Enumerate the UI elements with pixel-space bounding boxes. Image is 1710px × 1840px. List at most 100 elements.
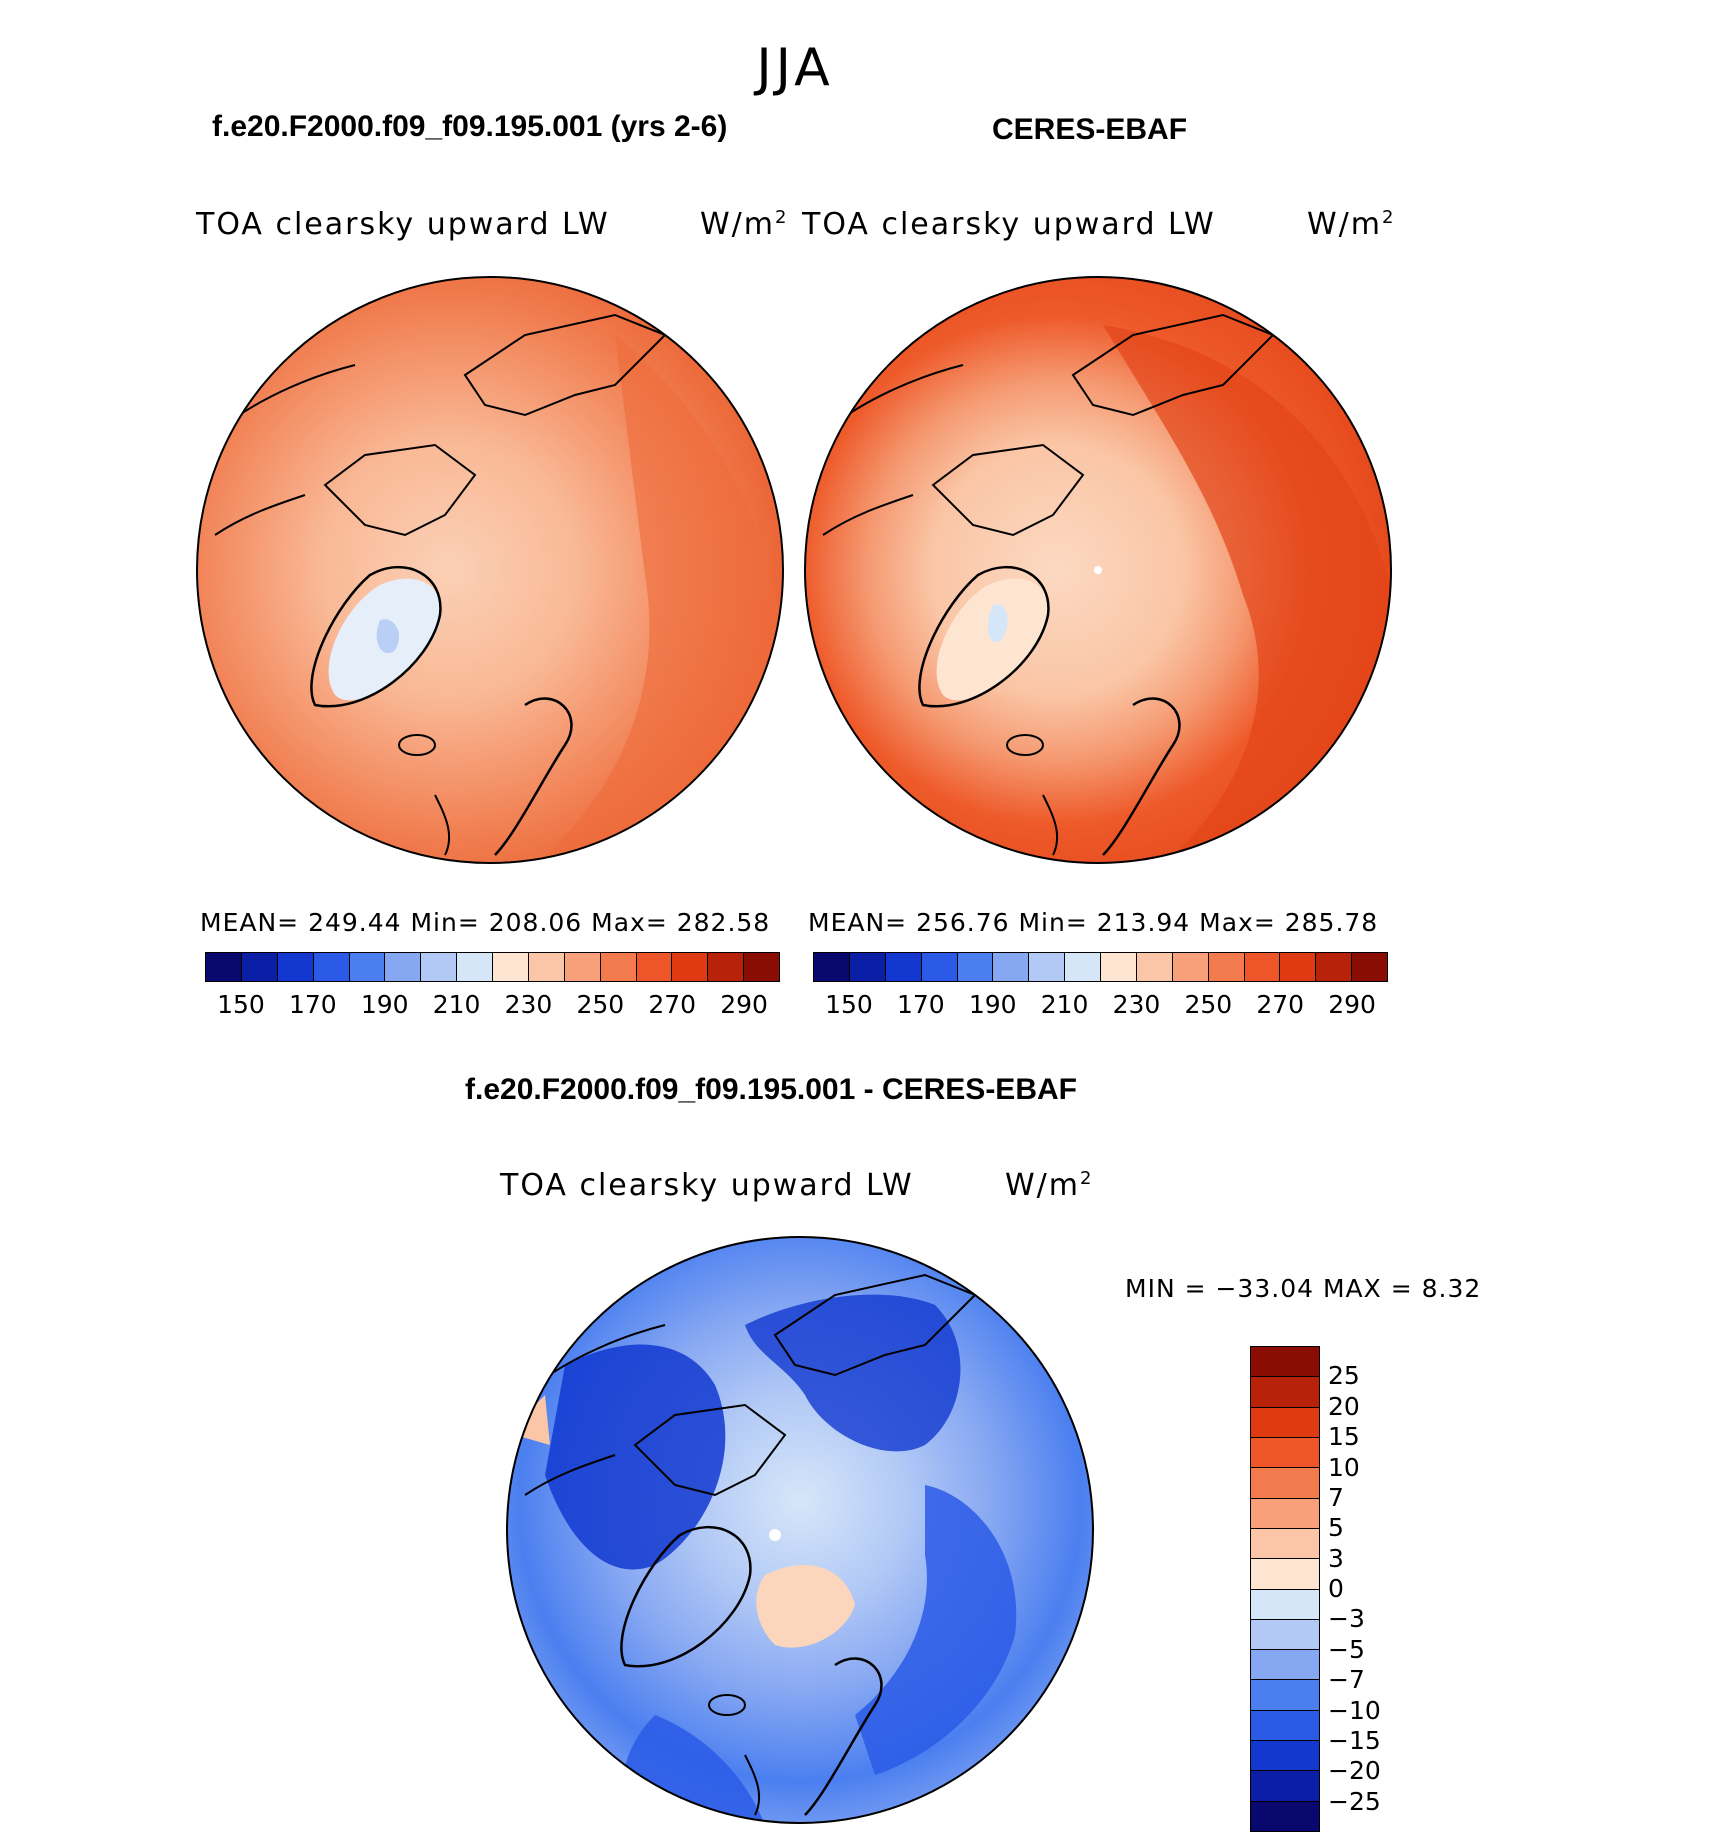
colorbar-tick-label: 270 <box>648 990 697 1019</box>
panel3-minmax: MIN = −33.04 MAX = 8.32 <box>1125 1274 1482 1303</box>
colorbar-swatch <box>1316 953 1353 981</box>
colorbar-swatch <box>1251 1559 1319 1590</box>
colorbar-swatch <box>1251 1741 1319 1772</box>
colorbar-swatch <box>493 953 529 981</box>
colorbar-tick-label: 290 <box>1328 990 1376 1019</box>
colorbar-swatch <box>993 953 1030 981</box>
panel1-colorbar-labels: 150 170 190 210 230 250 270 290 <box>205 990 780 1020</box>
panel2-coastline-scandinavia <box>1102 697 1181 856</box>
colorbar-tick-label: 0 <box>1328 1574 1344 1603</box>
colorbar-tick-label: 250 <box>1184 990 1233 1019</box>
panel3-units: W/m2 <box>1005 1168 1094 1203</box>
panel2-colorbar <box>813 952 1388 982</box>
panel3-coastline-scandinavia <box>804 1657 883 1816</box>
panel1-coastline-greenland <box>310 565 442 708</box>
colorbar-tick-label: 150 <box>217 990 265 1019</box>
colorbar-tick-label: 7 <box>1328 1482 1344 1512</box>
colorbar-tick-label: 15 <box>1328 1422 1360 1452</box>
panel2-case-title: CERES-EBAF <box>992 113 1188 146</box>
colorbar-swatch <box>1251 1377 1319 1408</box>
colorbar-swatch <box>1251 1589 1319 1620</box>
panel1-colorbar <box>205 952 780 982</box>
colorbar-tick-label: −20 <box>1328 1756 1381 1786</box>
colorbar-swatch <box>849 953 886 981</box>
colorbar-swatch <box>1251 1771 1319 1802</box>
colorbar-tick-label: 210 <box>1040 990 1089 1019</box>
panel3-colorbar-labels: 25 20 15 10 7 5 3 0 −3 −5 −7 −10 −15 −20 −25 <box>1328 1346 1408 1832</box>
colorbar-swatch <box>349 953 386 981</box>
colorbar-tick-label: −15 <box>1328 1725 1381 1755</box>
panel2-stats: MEAN= 256.76 Min= 213.94 Max= 285.78 <box>808 908 1379 937</box>
panel3-canada-negative <box>545 1344 726 1570</box>
colorbar-tick-label: 230 <box>504 990 553 1019</box>
panel3-coastline-canada <box>633 1403 787 1497</box>
panel3-positive-region <box>756 1565 855 1648</box>
colorbar-swatch <box>814 953 850 981</box>
colorbar-swatch <box>241 953 278 981</box>
panel3-case-title: f.e20.F2000.f09_f09.195.001 - CERES-EBAF <box>465 1073 1077 1106</box>
colorbar-swatch <box>1251 1528 1319 1560</box>
colorbar-swatch <box>600 953 637 981</box>
colorbar-swatch <box>921 953 958 981</box>
panel3-coastline-greenland <box>620 1525 752 1668</box>
panel2-coastline-siberia <box>1071 313 1275 417</box>
colorbar-swatch <box>1251 1650 1319 1681</box>
colorbar-swatch <box>1065 953 1101 981</box>
colorbar-swatch <box>1251 1468 1319 1499</box>
colorbar-swatch <box>636 953 673 981</box>
colorbar-swatch <box>564 953 601 981</box>
panel1-coastline-canada <box>323 443 477 537</box>
colorbar-tick-label: 270 <box>1256 990 1305 1019</box>
season-title: JJA <box>756 38 834 98</box>
colorbar-tick-label: 290 <box>720 990 768 1019</box>
panel1-units: W/m2 <box>700 207 789 242</box>
panel3-variable: TOA clearsky upward LW <box>500 1168 914 1203</box>
colorbar-swatch <box>1172 953 1209 981</box>
colorbar-tick-label: 20 <box>1328 1391 1360 1421</box>
colorbar-swatch <box>313 953 350 981</box>
panel3-coastline-siberia <box>773 1273 977 1377</box>
colorbar-tick-label: 210 <box>432 990 481 1019</box>
colorbar-swatch <box>1251 1498 1319 1529</box>
colorbar-tick-label: 25 <box>1328 1361 1360 1391</box>
colorbar-tick-label: 170 <box>288 990 337 1019</box>
colorbar-swatch <box>1280 953 1317 981</box>
colorbar-swatch <box>1251 1347 1319 1378</box>
panel1-case-title: f.e20.F2000.f09_f09.195.001 (yrs 2-6) <box>212 110 728 143</box>
colorbar-tick-label: 170 <box>896 990 945 1019</box>
colorbar-tick-label: 5 <box>1328 1513 1344 1543</box>
colorbar-swatch <box>957 953 994 981</box>
colorbar-swatch <box>206 953 242 981</box>
colorbar-swatch <box>672 953 709 981</box>
colorbar-swatch <box>385 953 422 981</box>
colorbar-swatch <box>457 953 493 981</box>
panel1-coastline-siberia <box>463 313 667 417</box>
colorbar-tick-label: 3 <box>1328 1543 1344 1573</box>
panel3-map <box>506 1236 1094 1824</box>
panel2-map <box>804 276 1392 864</box>
panel1-map <box>196 276 784 864</box>
panel1-coastline-scandinavia <box>494 697 573 856</box>
colorbar-swatch <box>277 953 314 981</box>
panel2-coastline-canada <box>931 443 1085 537</box>
panel1-variable: TOA clearsky upward LW <box>196 207 610 242</box>
colorbar-tick-label: 250 <box>576 990 625 1019</box>
colorbar-swatch <box>744 953 779 981</box>
colorbar-swatch <box>1251 1680 1319 1711</box>
colorbar-tick-label: −25 <box>1328 1786 1381 1816</box>
panel2-coastline-greenland <box>918 565 1050 708</box>
colorbar-tick-label: −7 <box>1328 1665 1365 1695</box>
colorbar-swatch <box>1136 953 1173 981</box>
colorbar-swatch <box>1251 1710 1319 1742</box>
panel3-siberia-negative <box>745 1294 961 1452</box>
colorbar-swatch <box>1208 953 1245 981</box>
colorbar-tick-label: 190 <box>968 990 1017 1019</box>
panel2-colorbar-labels: 150 170 190 210 230 250 270 290 <box>813 990 1388 1020</box>
colorbar-tick-label: 230 <box>1112 990 1161 1019</box>
colorbar-tick-label: −5 <box>1328 1634 1365 1664</box>
colorbar-swatch <box>1251 1619 1319 1651</box>
colorbar-swatch <box>885 953 922 981</box>
colorbar-swatch <box>1251 1437 1319 1469</box>
panel2-units: W/m2 <box>1307 207 1396 242</box>
colorbar-swatch <box>1029 953 1066 981</box>
